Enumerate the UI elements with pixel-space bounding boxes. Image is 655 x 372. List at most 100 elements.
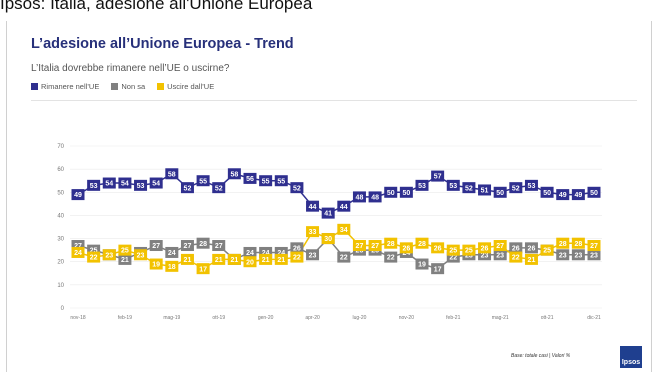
data-point-box	[290, 182, 304, 194]
data-point-box	[446, 179, 460, 191]
data-label: 50	[387, 190, 395, 197]
x-tick-label: dic-21	[587, 315, 601, 321]
data-point-box	[337, 200, 351, 212]
data-point-box	[71, 240, 85, 252]
data-label: 23	[574, 252, 582, 259]
data-label: 18	[168, 264, 176, 271]
data-label: 53	[90, 183, 98, 190]
data-label: 24	[402, 250, 410, 257]
data-label: 52	[293, 185, 301, 192]
data-label: 41	[324, 211, 332, 218]
data-point-box	[384, 237, 398, 249]
data-label: 25	[356, 248, 364, 255]
data-label: 21	[262, 257, 270, 264]
data-point-box	[431, 263, 445, 275]
data-point-box	[212, 253, 226, 265]
data-point-box	[149, 240, 163, 252]
data-point-box	[259, 175, 273, 187]
data-point-box	[196, 175, 210, 187]
data-point-box	[587, 186, 601, 198]
data-label: 49	[574, 192, 582, 199]
footnote: Base: totale casi | Valori %	[511, 353, 571, 359]
data-label: 23	[559, 252, 567, 259]
data-label: 26	[434, 245, 442, 252]
y-tick-label: 30	[57, 237, 64, 243]
data-label: 51	[481, 188, 489, 195]
data-label: 55	[262, 178, 270, 185]
data-label: 27	[590, 243, 598, 250]
data-point-box	[556, 189, 570, 201]
y-tick-label: 40	[57, 213, 64, 219]
data-label: 23	[590, 252, 598, 259]
data-label: 23	[137, 252, 145, 259]
x-tick-label: apr-20	[305, 315, 320, 321]
data-point-box	[556, 249, 570, 261]
legend-swatch-leave	[157, 83, 165, 90]
data-label: 50	[402, 190, 410, 197]
data-point-box	[149, 258, 163, 270]
data-label: 50	[543, 190, 551, 197]
data-label: 52	[465, 185, 473, 192]
data-label: 50	[496, 190, 504, 197]
data-label: 34	[340, 227, 348, 234]
data-label: 28	[387, 241, 395, 248]
data-label: 33	[309, 229, 317, 236]
data-label: 22	[512, 255, 520, 262]
x-tick-label: ott-21	[541, 315, 554, 321]
data-label: 23	[309, 252, 317, 259]
data-label: 53	[449, 183, 457, 190]
data-label: 24	[262, 250, 270, 257]
data-point-box	[180, 182, 194, 194]
y-tick-label: 70	[57, 144, 64, 150]
legend-item-leave: Uscire dall’UE	[157, 82, 214, 91]
x-tick-label: mag-19	[163, 315, 180, 321]
data-label: 57	[434, 174, 442, 181]
data-label: 23	[465, 252, 473, 259]
legend-swatch-dontknow	[111, 83, 119, 90]
data-label: 27	[215, 243, 223, 250]
data-point-box	[180, 240, 194, 252]
legend-swatch-stay	[31, 83, 38, 90]
data-point-box	[118, 177, 132, 189]
data-point-box	[118, 244, 132, 256]
series-line	[77, 228, 595, 270]
data-label: 25	[449, 248, 457, 255]
data-point-box	[337, 251, 351, 263]
data-label: 24	[277, 250, 285, 257]
data-point-box	[524, 253, 538, 265]
data-label: 56	[246, 176, 254, 183]
series-line	[77, 172, 595, 214]
legend-item-stay: Rimanere nell’UE	[31, 82, 99, 91]
data-label: 52	[215, 185, 223, 192]
data-point-box	[587, 249, 601, 261]
data-point-box	[509, 242, 523, 254]
data-label: 23	[105, 252, 113, 259]
data-point-box	[399, 186, 413, 198]
data-label: 27	[356, 243, 364, 250]
data-point-box	[556, 237, 570, 249]
data-point-box	[149, 177, 163, 189]
data-label: 21	[230, 257, 238, 264]
data-point-box	[306, 200, 320, 212]
data-label: 22	[90, 255, 98, 262]
top-caption: Ipsos: Italia, adesione all'Unione Europ…	[0, 0, 313, 13]
data-point-box	[180, 253, 194, 265]
data-label: 25	[90, 248, 98, 255]
data-label: 55	[199, 178, 207, 185]
data-point-box	[399, 242, 413, 254]
data-label: 26	[512, 245, 520, 252]
legend: Rimanere nell’UE Non sa Uscire dall’UE	[31, 82, 214, 91]
data-point-box	[571, 237, 585, 249]
data-label: 49	[559, 192, 567, 199]
data-label: 53	[137, 183, 145, 190]
y-tick-label: 50	[57, 190, 64, 196]
data-label: 24	[246, 250, 254, 257]
data-label: 25	[543, 248, 551, 255]
data-label: 22	[293, 255, 301, 262]
data-label: 28	[559, 241, 567, 248]
data-point-box	[368, 191, 382, 203]
data-point-box	[321, 233, 335, 245]
data-label: 55	[277, 178, 285, 185]
x-tick-label: feb-21	[446, 315, 460, 321]
header-divider	[31, 100, 637, 101]
